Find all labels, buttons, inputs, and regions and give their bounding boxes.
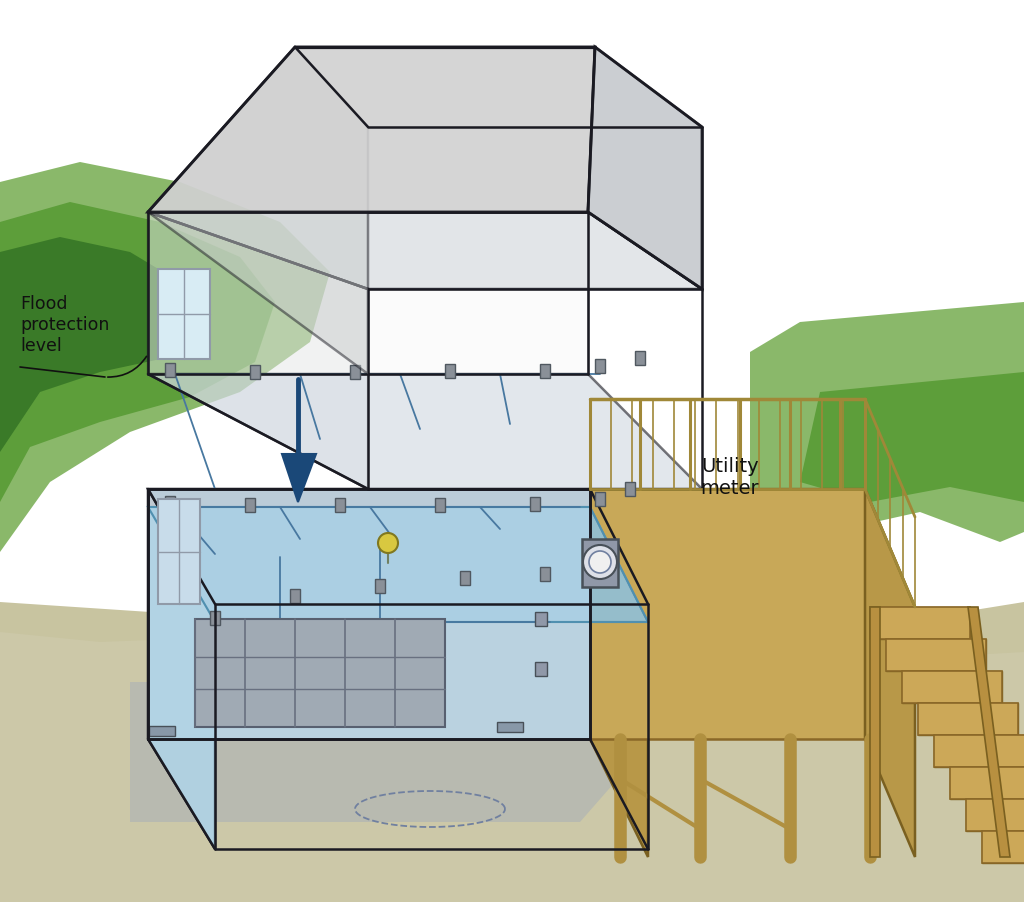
Polygon shape bbox=[870, 607, 970, 640]
Polygon shape bbox=[0, 238, 200, 453]
Polygon shape bbox=[918, 704, 1018, 735]
Polygon shape bbox=[148, 48, 368, 374]
Polygon shape bbox=[966, 799, 1024, 831]
Bar bbox=[165, 364, 175, 378]
Polygon shape bbox=[0, 163, 330, 552]
Polygon shape bbox=[148, 508, 590, 739]
Polygon shape bbox=[148, 508, 648, 622]
Bar bbox=[497, 723, 523, 732]
FancyArrowPatch shape bbox=[108, 357, 146, 378]
Polygon shape bbox=[130, 682, 650, 822]
Polygon shape bbox=[158, 270, 210, 360]
Bar bbox=[290, 589, 300, 603]
Bar bbox=[445, 364, 455, 379]
Bar bbox=[375, 579, 385, 594]
Polygon shape bbox=[148, 213, 588, 374]
Bar bbox=[535, 612, 547, 626]
Polygon shape bbox=[582, 539, 618, 587]
Polygon shape bbox=[148, 508, 215, 849]
Polygon shape bbox=[195, 620, 445, 727]
Polygon shape bbox=[950, 767, 1024, 799]
Bar bbox=[595, 360, 605, 373]
Polygon shape bbox=[148, 490, 648, 604]
Bar bbox=[460, 571, 470, 585]
Polygon shape bbox=[148, 213, 702, 290]
Polygon shape bbox=[590, 490, 648, 857]
Bar bbox=[540, 364, 550, 379]
Polygon shape bbox=[148, 213, 368, 490]
Polygon shape bbox=[886, 640, 986, 671]
Text: Flood
protection
level: Flood protection level bbox=[20, 295, 110, 354]
Polygon shape bbox=[865, 490, 915, 857]
Polygon shape bbox=[886, 640, 986, 671]
Circle shape bbox=[378, 533, 398, 554]
Polygon shape bbox=[982, 831, 1024, 863]
Polygon shape bbox=[934, 735, 1024, 767]
Bar bbox=[210, 612, 220, 625]
Bar bbox=[250, 365, 260, 380]
Polygon shape bbox=[966, 799, 1024, 831]
Bar bbox=[350, 365, 360, 380]
Polygon shape bbox=[870, 607, 880, 857]
Polygon shape bbox=[282, 455, 316, 502]
Polygon shape bbox=[0, 603, 1024, 902]
Polygon shape bbox=[148, 490, 590, 739]
Polygon shape bbox=[0, 632, 1024, 902]
Polygon shape bbox=[902, 671, 1002, 704]
Circle shape bbox=[589, 551, 611, 574]
Bar bbox=[165, 496, 175, 511]
Bar bbox=[595, 492, 605, 506]
Polygon shape bbox=[148, 490, 648, 604]
Bar bbox=[625, 483, 635, 496]
Bar bbox=[435, 499, 445, 512]
Polygon shape bbox=[148, 48, 595, 213]
Polygon shape bbox=[800, 373, 1024, 502]
Polygon shape bbox=[750, 303, 1024, 542]
Polygon shape bbox=[588, 48, 702, 290]
Polygon shape bbox=[950, 767, 1024, 799]
Polygon shape bbox=[590, 490, 915, 607]
Polygon shape bbox=[158, 500, 200, 604]
Polygon shape bbox=[870, 607, 970, 640]
Bar bbox=[535, 662, 547, 676]
Polygon shape bbox=[918, 704, 1018, 735]
Polygon shape bbox=[902, 671, 1002, 704]
Bar bbox=[530, 497, 540, 511]
Polygon shape bbox=[934, 735, 1024, 767]
Bar bbox=[335, 499, 345, 512]
Polygon shape bbox=[148, 374, 702, 490]
Polygon shape bbox=[590, 490, 865, 739]
Bar bbox=[635, 352, 645, 365]
Circle shape bbox=[583, 546, 617, 579]
Polygon shape bbox=[982, 831, 1024, 863]
Bar bbox=[150, 726, 175, 736]
Bar bbox=[245, 499, 255, 512]
Polygon shape bbox=[968, 607, 1010, 857]
Text: Utility
meter: Utility meter bbox=[700, 457, 760, 498]
Polygon shape bbox=[148, 490, 215, 849]
Bar bbox=[540, 567, 550, 582]
Polygon shape bbox=[0, 203, 275, 502]
